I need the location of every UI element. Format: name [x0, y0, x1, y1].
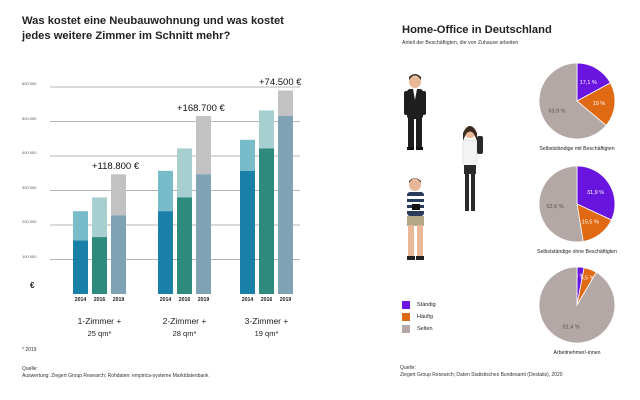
pie-slice	[538, 266, 616, 344]
legend-swatch	[402, 301, 410, 309]
legend-swatch	[402, 325, 410, 333]
photographer-figure	[407, 178, 424, 260]
bar-base-segment	[73, 240, 88, 294]
y-tick-label: 200.000	[22, 219, 37, 224]
bar-top-segment	[158, 170, 173, 212]
bar-base-segment	[240, 170, 255, 294]
bar-top-segment	[259, 110, 274, 149]
pie-slice-label: 91,4 %	[563, 324, 580, 330]
bar-chart-title-line-1: Was kostet eine Neubauwohnung und was ko…	[22, 15, 284, 27]
y-tick-label: 400.000	[22, 150, 37, 155]
businessman-figure	[404, 74, 426, 150]
pie-slice-label: 15,5 %	[582, 220, 599, 226]
bar-chart-title: Was kostet eine Neubauwohnung und was ko…	[22, 14, 322, 44]
bar-base-segment	[278, 115, 293, 294]
group-sub: 19 qm*	[254, 329, 279, 338]
legend-label: Ständig	[417, 302, 436, 308]
y-tick-label: 500.000	[22, 115, 37, 121]
currency-symbol: €	[30, 281, 35, 290]
legend-item: Ständig	[402, 299, 436, 311]
legend-label: Selten	[417, 326, 433, 332]
bar-base-segment	[158, 211, 173, 294]
legend-label: Häufig	[417, 314, 433, 320]
year-label: 2014	[74, 297, 87, 303]
bar-base-segment	[111, 215, 126, 294]
year-label: 2014	[159, 297, 172, 303]
group-sub: 25 qm*	[87, 329, 112, 338]
increase-label: +168.700 €	[177, 102, 225, 114]
y-tick-label: 300.000	[22, 184, 37, 190]
bar-base-segment	[259, 148, 274, 294]
bar-top-segment	[73, 211, 88, 241]
people-illustration	[404, 74, 483, 260]
year-label: 2016	[178, 297, 191, 303]
pie-slice	[538, 165, 584, 243]
bar-base-segment	[177, 197, 192, 294]
year-label: 2019	[112, 297, 125, 303]
footnote: * 2019	[22, 347, 37, 353]
bar-chart-bars	[73, 90, 293, 294]
increase-label: +74.500 €	[259, 77, 302, 89]
pie-section-subtitle: Anteil der Beschäftigten, die von Zuhaus…	[402, 40, 519, 46]
bar-chart-grid	[50, 86, 300, 260]
group-name: 1-Zimmer +	[77, 316, 122, 326]
year-label: 2014	[241, 297, 254, 303]
y-tick-label: 600.000	[22, 81, 37, 86]
woman-figure	[462, 126, 483, 211]
group-name: 3-Zimmer +	[244, 316, 289, 326]
group-sub: 28 qm*	[172, 329, 197, 338]
bar-base-segment	[196, 174, 211, 294]
y-tick-label: 100.000	[22, 253, 37, 259]
pie-group: 17,1 % 19 % 63,9 % 31,9 % 15,5 % 52,6 % 3 %5,5…	[538, 62, 616, 344]
bar-chart	[50, 86, 300, 294]
bar-top-segment	[196, 115, 211, 175]
pie-caption: Arbeitnehmer/-innen	[553, 350, 601, 356]
pie-slice-label: 17,1 %	[580, 80, 597, 86]
bar-chart-title-line-2: jedes weitere Zimmer im Schnitt mehr?	[22, 30, 231, 42]
legend-item: Häufig	[402, 311, 436, 323]
legend-swatch	[402, 313, 410, 321]
pie-slice-label: 52,6 %	[546, 204, 563, 210]
pie-slice-label: 19 %	[593, 101, 606, 107]
bar-top-segment	[240, 139, 255, 171]
pie-section-title: Home-Office in Deutschland	[402, 24, 552, 36]
year-label: 2016	[93, 297, 106, 303]
year-label: 2019	[197, 297, 210, 303]
bar-top-segment	[92, 197, 107, 238]
left-source-text: Auswertung: Ziegert Group Research; Rohd…	[22, 373, 209, 379]
pie-slice-label: 63,9 %	[548, 108, 565, 114]
increase-label: +118.800 €	[92, 161, 140, 173]
pie-charts: 17,1 % 19 % 63,9 % 31,9 % 15,5 % 52,6 % 3 %5,5…	[538, 62, 616, 344]
pie-slice-label: 5,5 %	[580, 275, 594, 281]
bar-top-segment	[111, 174, 126, 216]
pie-slice	[576, 165, 616, 221]
right-source-text: Ziegert Group Research; Daten Statistisc…	[400, 372, 563, 378]
pie-slice-label: 31,9 %	[587, 190, 604, 196]
bar-base-segment	[92, 237, 107, 294]
pie-slice	[538, 62, 607, 140]
pie-caption: Selbstständige ohne Beschäftigten	[537, 249, 617, 255]
pie-legend: Ständig Häufig Selten	[402, 299, 436, 335]
pie-slice	[576, 82, 616, 126]
year-label: 2019	[279, 297, 292, 303]
right-source-label: Quelle:	[400, 365, 416, 371]
left-source-label: Quelle:	[22, 366, 38, 372]
bar-top-segment	[278, 90, 293, 116]
legend-item: Selten	[402, 323, 436, 335]
pie-caption: Selbstständige mit Beschäftigten	[539, 146, 615, 152]
pie-slice-label: 3 %	[575, 273, 585, 279]
group-name: 2-Zimmer +	[162, 316, 207, 326]
year-label: 2016	[260, 297, 273, 303]
bar-top-segment	[177, 148, 192, 198]
